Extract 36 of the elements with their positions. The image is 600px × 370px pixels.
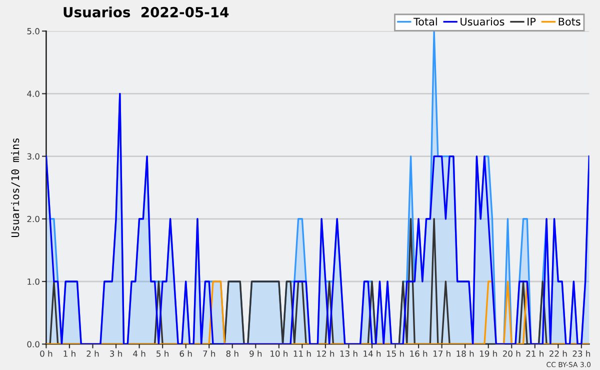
y-axis-title: Usuarios/10 mins [11,138,20,238]
x-tick-label: 23 h [572,350,590,357]
x-tick-label: 7 h [203,350,216,357]
y-tick-label: 0.0 [27,341,40,348]
y-tick-label: 2.0 [27,216,40,222]
x-tick-label: 15 h [386,350,404,357]
legend-label: Total [413,18,437,26]
legend-label: Usuarios [460,18,504,26]
x-tick-label: 9 h [250,350,262,357]
x-tick-label: 2 h [86,350,99,357]
y-tick-label: 1.0 [28,278,40,285]
x-tick-label: 13 h [340,350,358,357]
x-tick-label: 20 h [502,350,520,357]
legend-label: IP [528,18,536,26]
x-tick-label: 5 h [156,350,168,357]
x-tick-label: 10 h [270,350,288,357]
x-tick-label: 14 h [364,350,381,357]
x-tick-label: 1 h [64,350,76,357]
y-tick-label: 5.0 [27,28,40,34]
legend-label: Bots [558,18,580,26]
x-tick-label: 12 h [317,350,334,357]
x-tick-label: 4 h [133,350,146,357]
x-tick-label: 0 h [40,350,52,357]
x-tick-label: 22 h [550,350,567,357]
y-tick-label: 3.0 [27,153,40,160]
x-tick-label: 8 h [226,350,238,357]
chart-title: Usuarios 2022-05-14 [64,6,229,18]
x-tick-label: 18 h [456,350,474,357]
x-tick-label: 3 h [110,350,122,357]
x-tick-label: 11 h [294,350,311,357]
x-tick-label: 6 h [180,350,192,357]
x-tick-label: 17 h [433,350,450,357]
y-tick-label: 4.0 [27,90,40,97]
x-tick-label: 16 h [410,350,428,357]
x-tick-label: 19 h [480,350,497,357]
x-tick-label: 21 h [526,350,544,357]
